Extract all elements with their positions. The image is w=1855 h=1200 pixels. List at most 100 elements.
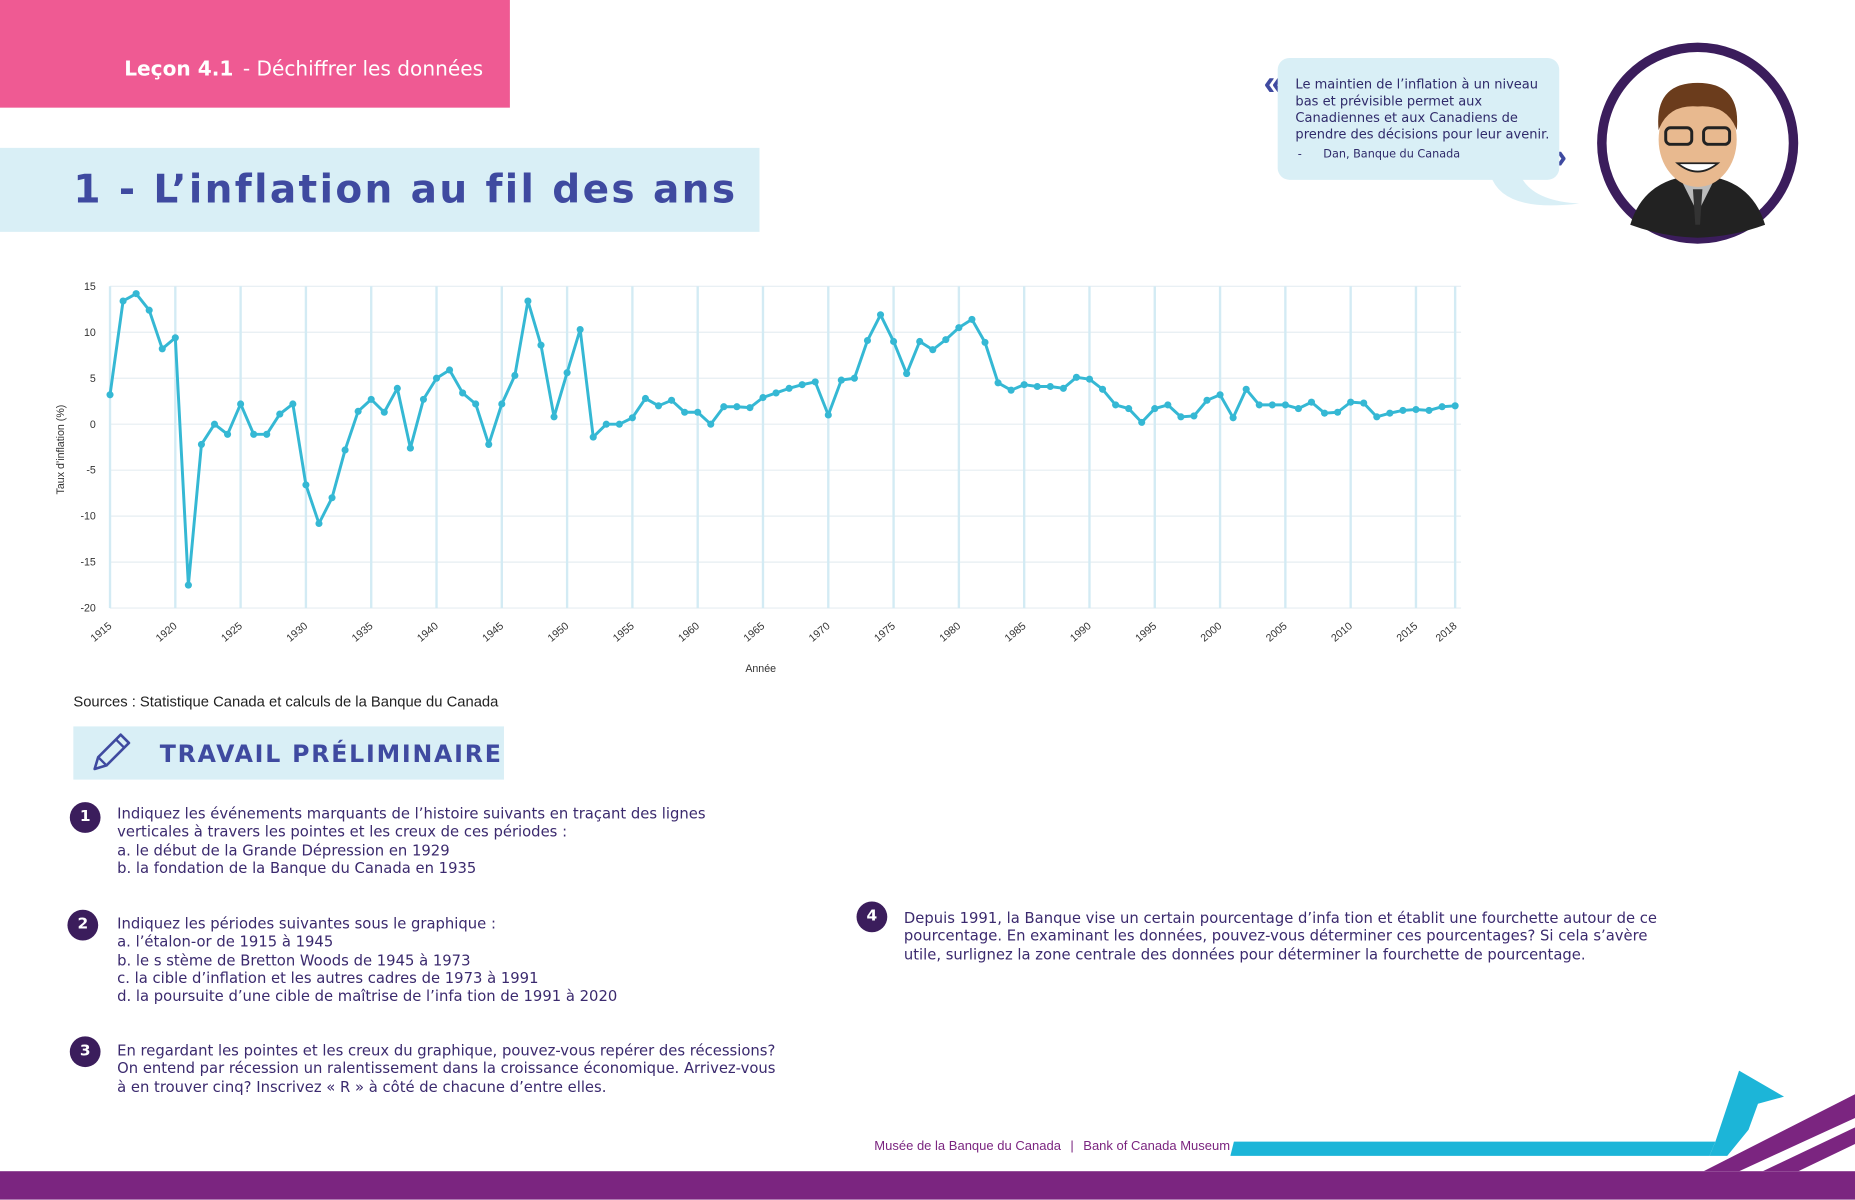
x-tick-label: 2005 (1264, 620, 1290, 644)
x-tick-label: 1960 (676, 620, 702, 644)
data-point (1164, 401, 1172, 409)
data-point (876, 311, 885, 319)
data-point (380, 408, 388, 416)
task-text: Indiquez les périodes suivantes sous le … (117, 914, 780, 1004)
x-tick-label: 1925 (219, 620, 245, 644)
bubble-tail (1490, 175, 1580, 206)
data-point (1203, 396, 1211, 404)
data-point (511, 371, 519, 380)
data-point (1007, 386, 1015, 394)
data-point (1334, 408, 1342, 416)
data-point (184, 581, 192, 589)
footer-decor (1230, 1070, 1855, 1172)
task-line: d. la poursuite d’une cible de maîtrise … (117, 986, 618, 1005)
data-point (289, 400, 297, 408)
lesson-number: Leçon 4.1 (124, 57, 234, 82)
data-point (772, 389, 780, 397)
data-point (145, 306, 153, 314)
footer-bar (0, 1171, 1855, 1200)
data-point (1125, 405, 1133, 413)
task-number: 2 (67, 909, 99, 941)
data-point (1072, 373, 1080, 381)
data-point (1216, 391, 1224, 399)
quote-author: - Dan, Banque du Canada (1297, 147, 1461, 161)
data-point (668, 396, 676, 404)
x-tick-label: 2015 (1394, 620, 1420, 644)
data-point (1190, 412, 1198, 420)
section-title: 1 - L’inflation au fil des ans (73, 165, 738, 212)
task-line: b. le s stème de Bretton Woods de 1945 à… (117, 950, 471, 969)
task-line: b. la fondation de la Banque du Canada e… (117, 858, 477, 877)
data-point (1294, 405, 1302, 413)
data-point (942, 336, 950, 344)
task-number: 3 (69, 1036, 101, 1068)
data-point (1451, 402, 1459, 410)
data-point (1098, 385, 1107, 393)
data-point (1138, 418, 1146, 426)
data-point (694, 408, 702, 416)
chart: Taux d’inflation (%) Année -20 -15 -10 -5 0 5… (55, 281, 1462, 675)
title-box (0, 147, 760, 232)
y-tick-label: -10 (80, 511, 95, 523)
data-point (1360, 399, 1368, 407)
data-point (955, 324, 963, 332)
data-point (446, 366, 454, 374)
x-tick-label: 1935 (350, 620, 376, 644)
task-line: Indiquez les périodes suivantes sous le … (117, 914, 496, 933)
x-tick-label: 1940 (415, 620, 441, 644)
data-point (1386, 409, 1394, 417)
data-point (981, 338, 989, 346)
data-point (315, 519, 323, 528)
task-line: Indiquez les événements marquants de l’h… (117, 804, 706, 841)
x-tick-label: 1975 (872, 620, 898, 644)
y-tick-label: -5 (86, 465, 96, 477)
data-line (108, 292, 1456, 587)
x-tick-label: 2010 (1329, 620, 1355, 644)
y-tick-label: 0 (90, 419, 96, 431)
task-line: Depuis 1991, la Banque vise un certain p… (903, 908, 1658, 963)
data-point (798, 381, 806, 389)
data-point (106, 391, 114, 399)
data-point (1268, 401, 1276, 409)
data-point (1425, 406, 1433, 414)
data-point (863, 336, 872, 345)
y-tick-label: 5 (90, 373, 96, 385)
data-point (224, 430, 232, 438)
plot-area (110, 286, 1456, 609)
task-line: En regardant les pointes et les creux du… (117, 1041, 776, 1096)
footer-credit: Musée de la Banque du Canada | Bank of Can… (870, 1139, 1235, 1153)
data-point (419, 395, 427, 403)
task-number: 1 (69, 802, 101, 833)
task-text: En regardant les pointes et les creux du… (117, 1041, 780, 1095)
data-point (850, 374, 858, 382)
data-point (615, 420, 623, 428)
data-point (746, 404, 754, 412)
data-point (563, 369, 571, 377)
data-point (432, 374, 441, 382)
data-point (890, 337, 898, 346)
data-point (1307, 398, 1316, 406)
task-line: a. le début de la Grande Dépression en 1… (117, 840, 450, 859)
lesson-subtitle: - Déchiffrer les données (242, 57, 484, 82)
data-point (197, 440, 205, 448)
data-point (158, 345, 166, 353)
data-point (916, 337, 924, 346)
task-heading-box (73, 726, 504, 780)
data-point (263, 430, 271, 438)
data-point (210, 420, 219, 428)
museum-en: Bank of Canada Museum (1083, 1139, 1231, 1154)
data-point (1373, 413, 1381, 421)
y-tick-label: 15 (84, 281, 96, 293)
task-line: a. l’étalon-or de 1915 à 1945 (117, 932, 334, 951)
x-tick-label: 1945 (480, 620, 506, 644)
data-point (1059, 384, 1067, 392)
data-point (367, 395, 375, 403)
data-point (1033, 382, 1041, 391)
data-point (302, 481, 310, 489)
data-point (929, 346, 937, 354)
data-point (1399, 406, 1407, 414)
x-axis-label: Année (745, 663, 776, 675)
data-point (707, 420, 715, 428)
data-point (1151, 405, 1159, 413)
pencil-icon (93, 733, 131, 771)
